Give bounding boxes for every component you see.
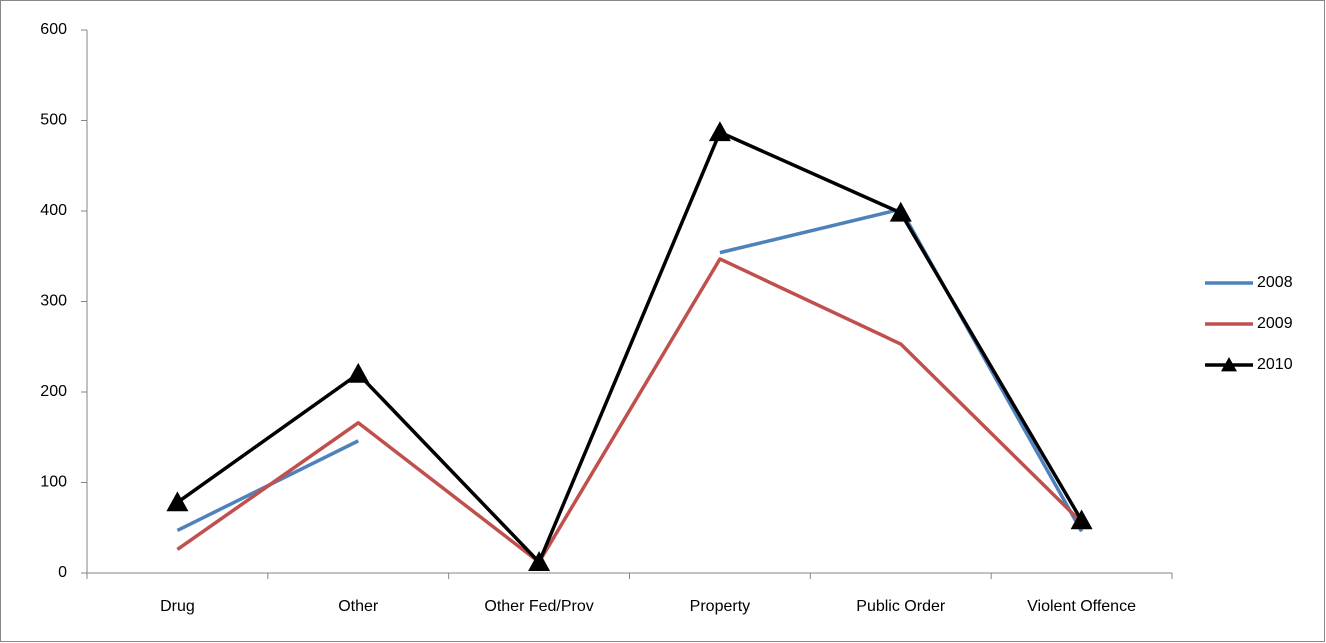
x-tick-label: Other Fed/Prov (484, 598, 593, 615)
y-tick-label: 100 (40, 474, 67, 491)
y-tick-label: 300 (40, 293, 67, 310)
x-tick-label: Other (338, 598, 379, 615)
x-tick-label: Public Order (856, 598, 946, 615)
legend-label: 2010 (1257, 356, 1293, 373)
data-line (176, 130, 1084, 564)
x-tick-label: Property (690, 598, 750, 615)
data-marker (347, 362, 370, 383)
legend-label: 2008 (1257, 274, 1293, 291)
y-tick-label: 0 (58, 564, 67, 581)
x-tick-label: Violent Offence (1027, 598, 1136, 615)
y-tick-label: 500 (40, 112, 67, 129)
y-tick-label: 400 (40, 202, 67, 219)
legend-marker (1221, 357, 1237, 372)
data-marker (528, 551, 551, 571)
data-marker (889, 201, 912, 222)
y-tick-label: 200 (40, 383, 67, 400)
data-marker (1070, 509, 1093, 530)
data-line (176, 257, 1083, 564)
y-tick-label: 600 (40, 21, 67, 38)
x-tick-label: Drug (160, 598, 195, 615)
legend-label: 2009 (1257, 315, 1293, 332)
data-marker (708, 121, 731, 142)
data-marker (166, 491, 189, 512)
